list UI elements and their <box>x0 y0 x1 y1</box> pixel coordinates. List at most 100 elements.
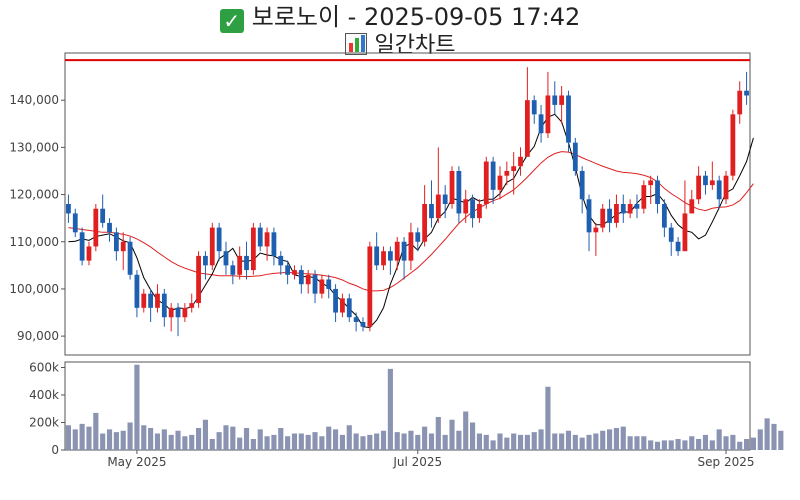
candle-body <box>408 232 414 261</box>
candle-body <box>120 241 126 252</box>
candle-body <box>737 90 743 115</box>
candle-body <box>696 175 702 200</box>
volume-bar <box>264 436 270 450</box>
candle-body <box>689 199 695 214</box>
candle-body <box>244 255 249 271</box>
candle-body <box>668 227 674 242</box>
candle-body <box>189 303 195 308</box>
candle-body <box>559 95 565 105</box>
volume-bar <box>654 441 661 450</box>
candle-body <box>72 213 78 233</box>
volume-bar <box>401 433 407 450</box>
price-panel-frame <box>64 52 751 356</box>
candle-body <box>545 95 551 134</box>
volume-bar <box>216 432 222 450</box>
volume-bar <box>579 437 585 450</box>
volume-bar <box>744 439 750 450</box>
volume-bar <box>511 433 517 450</box>
volume-bar <box>333 429 339 450</box>
candle-body <box>374 246 380 266</box>
x-tick-label: Jul 2025 <box>392 455 442 469</box>
volume-bar <box>79 423 85 450</box>
volume-bar <box>326 426 332 450</box>
volume-bar <box>449 419 455 450</box>
price-y-tick-label: 130,000 <box>9 140 59 154</box>
candle-body <box>134 274 140 308</box>
volume-bar <box>497 433 503 450</box>
ma5-line <box>68 113 754 329</box>
volume-bar <box>648 440 654 450</box>
volume-bar <box>607 429 613 450</box>
volume-bar <box>463 411 469 450</box>
candle-body <box>319 279 325 294</box>
volume-bar <box>141 425 147 450</box>
candle-body <box>237 255 243 275</box>
candle-body <box>483 161 489 204</box>
candle-body <box>627 204 633 214</box>
candle-body <box>346 298 352 318</box>
volume-bar <box>771 423 777 450</box>
volume-bar <box>716 429 722 450</box>
volume-bar <box>668 440 674 450</box>
volume-bar <box>250 439 256 450</box>
volume-bar <box>709 440 715 450</box>
volume-bar <box>627 436 633 450</box>
volume-bar <box>161 429 167 450</box>
price-y-tick-label: 90,000 <box>17 329 59 343</box>
candle-body <box>401 241 407 261</box>
candle-body <box>456 170 462 214</box>
volume-bar <box>154 433 161 450</box>
volume-bar <box>517 434 524 450</box>
volume-bar <box>120 430 126 450</box>
price-y-tick-label: 140,000 <box>9 93 59 107</box>
volume-bar <box>387 368 393 450</box>
volume-bar <box>552 433 558 450</box>
volume-bar <box>565 430 572 450</box>
candle-body <box>278 255 284 266</box>
candle-body <box>730 114 736 176</box>
volume-bar <box>634 436 640 450</box>
volume-bar <box>202 419 208 450</box>
candle-body <box>168 307 174 318</box>
candle-body <box>661 204 667 228</box>
volume-bar <box>305 434 311 450</box>
volume-bar <box>483 434 489 450</box>
candle-body <box>209 227 215 266</box>
volume-bar <box>237 437 243 450</box>
volume-bar <box>312 432 318 450</box>
volume-bar <box>545 386 551 450</box>
x-tick-label: Sep 2025 <box>698 455 755 469</box>
bar-chart-icon <box>344 33 367 55</box>
candle-body <box>216 227 222 252</box>
volume-bar <box>285 436 291 450</box>
price-y-tick-label: 110,000 <box>9 235 59 249</box>
candle-body <box>285 265 291 275</box>
volume-bar <box>620 426 626 450</box>
candle-body <box>387 251 393 261</box>
volume-bar <box>243 428 250 450</box>
volume-y-tick-label: 600k <box>29 361 59 375</box>
candle-body <box>182 307 188 318</box>
volume-bar <box>538 429 544 450</box>
volume-bar <box>435 417 441 450</box>
volume-bar <box>353 433 359 450</box>
price-y-tick-label: 100,000 <box>9 282 59 296</box>
check-icon: ✓ <box>219 9 244 33</box>
candle-body <box>682 213 688 252</box>
candle-body <box>429 204 434 219</box>
chart-title-text: 보로노이 - 2025-09-05 17:42 <box>251 3 581 31</box>
candle-body <box>531 100 537 115</box>
candle-body <box>490 161 496 190</box>
candle-body <box>593 227 599 233</box>
candle-body <box>223 251 229 266</box>
volume-bar <box>106 429 113 450</box>
candle-body <box>648 180 654 186</box>
volume-bar <box>490 440 496 450</box>
volume-bar <box>134 364 140 450</box>
volume-bar <box>682 440 688 450</box>
volume-bar <box>723 436 729 450</box>
volume-y-tick-label: 400k <box>29 388 59 402</box>
volume-bar <box>415 434 421 450</box>
volume-bar <box>127 422 133 450</box>
